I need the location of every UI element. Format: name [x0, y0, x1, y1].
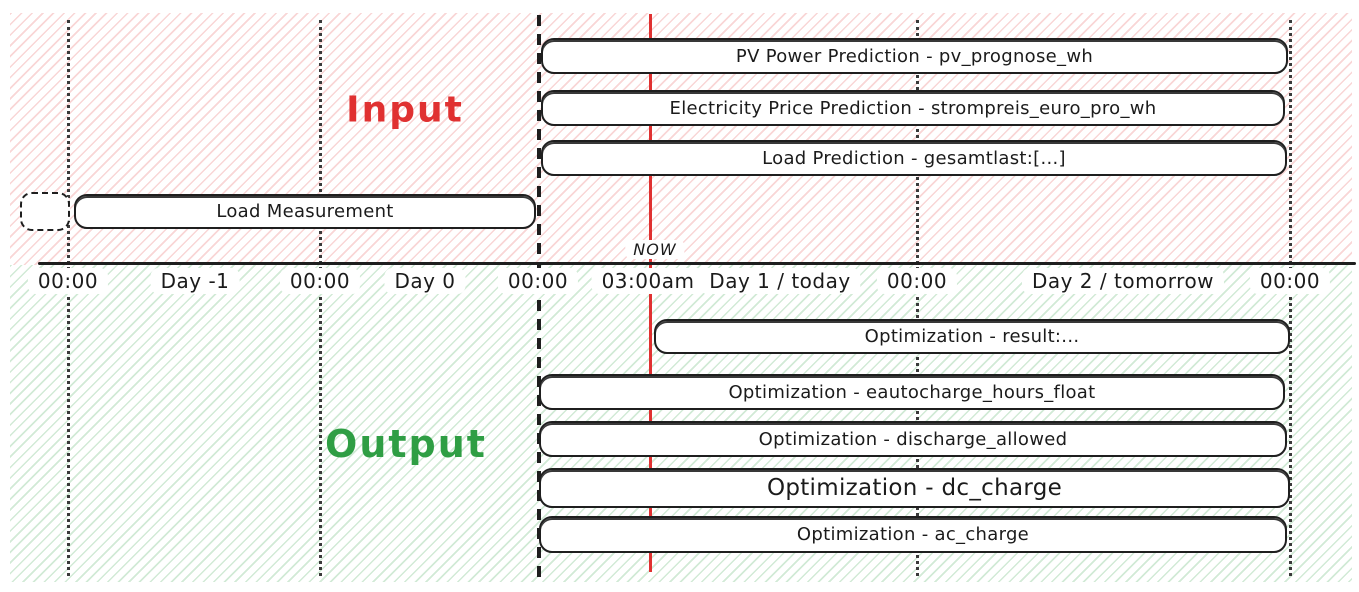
day-boundary-line-day2: [916, 20, 919, 576]
input-box-load-measurement: Load Measurement: [74, 194, 536, 229]
box-label: Electricity Price Prediction - stromprei…: [669, 97, 1157, 119]
output-box-optimization-result: Optimization - result:...: [654, 319, 1290, 354]
axis-tick-0000-c: 00:00: [497, 268, 579, 294]
axis-tick-0000-b: 00:00: [279, 268, 361, 294]
axis-tick-0000-d: 00:00: [876, 268, 958, 294]
day-boundary-line-day1-dashed: [537, 15, 541, 578]
input-box-electricity-price-prediction: Electricity Price Prediction - stromprei…: [541, 90, 1285, 126]
axis-tick-0000-e: 00:00: [1249, 268, 1331, 294]
output-box-optimization-eautocharge-hours-float: Optimization - eautocharge_hours_float: [539, 374, 1285, 410]
axis-tick-day0: Day 0: [384, 268, 466, 294]
input-section-label: Input: [346, 89, 464, 131]
axis-tick-day2-tomorrow: Day 2 / tomorrow: [1021, 268, 1225, 294]
day-boundary-line-minus1: [67, 20, 70, 576]
box-label: Optimization - discharge_allowed: [758, 428, 1068, 450]
box-label: Optimization - ac_charge: [796, 524, 1030, 545]
box-label: Load Measurement: [216, 201, 394, 222]
day-boundary-line-end: [1289, 20, 1292, 576]
box-label: PV Power Prediction - pv_prognose_wh: [735, 45, 1094, 67]
box-label: Optimization - dc_charge: [766, 475, 1063, 501]
input-box-pv-power-prediction: PV Power Prediction - pv_prognose_wh: [541, 38, 1288, 74]
output-section-label: Output: [325, 422, 487, 466]
axis-tick-day-minus1: Day -1: [150, 268, 240, 294]
axis-tick-0000-a: 00:00: [27, 268, 109, 294]
input-box-load-prediction: Load Prediction - gesamtlast:[...]: [541, 140, 1287, 176]
timeline-axis: [38, 262, 1356, 265]
box-label: Optimization - eautocharge_hours_float: [728, 381, 1096, 403]
output-box-optimization-ac-charge: Optimization - ac_charge: [539, 516, 1287, 553]
input-box-history-placeholder: [20, 192, 70, 231]
output-box-optimization-dc-charge: Optimization - dc_charge: [539, 468, 1290, 508]
output-box-optimization-discharge-allowed: Optimization - discharge_allowed: [539, 421, 1287, 457]
axis-tick-day1-today: Day 1 / today: [699, 268, 861, 294]
box-label: Optimization - result:...: [864, 326, 1080, 347]
now-label: NOW: [625, 240, 685, 259]
box-label: Load Prediction - gesamtlast:[...]: [762, 147, 1066, 169]
day-boundary-line-day0: [319, 20, 322, 576]
axis-tick-0300am: 03:00am: [591, 268, 705, 294]
